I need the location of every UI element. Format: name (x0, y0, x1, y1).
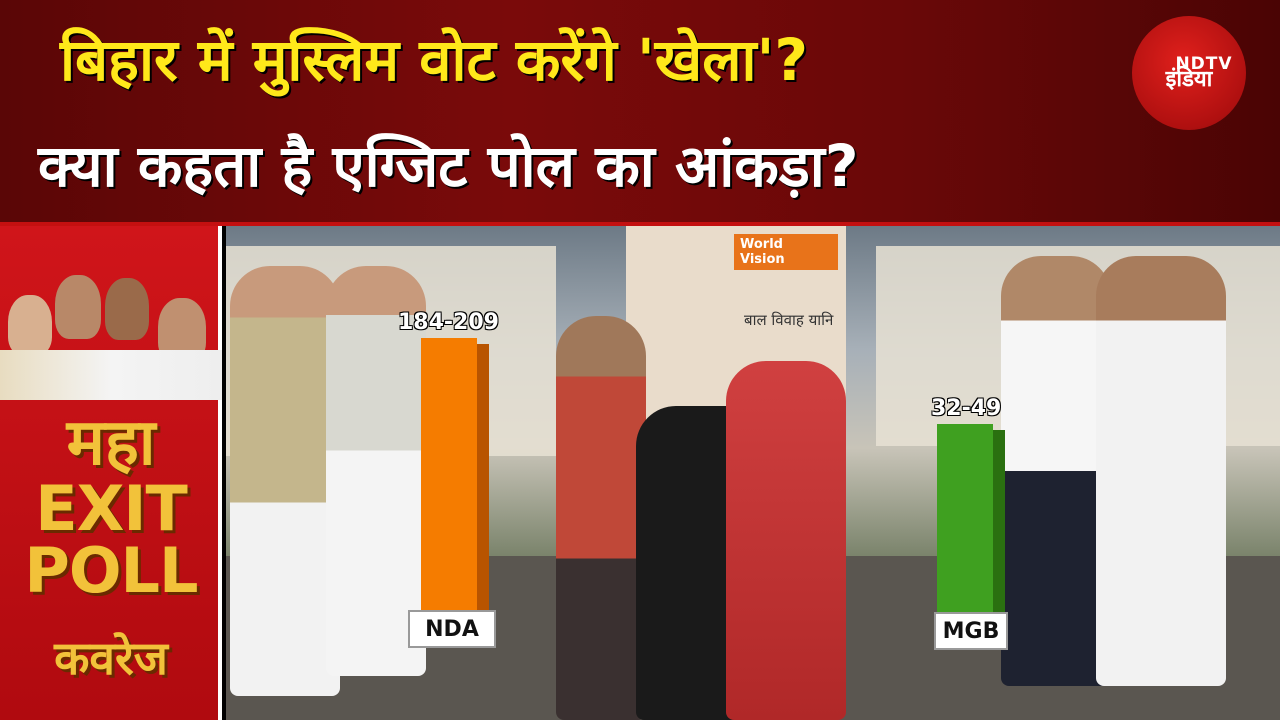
headline-line-1: बिहार में मुस्लिम वोट करेंगे 'खेला'? (60, 26, 808, 94)
headline-banner: बिहार में मुस्लिम वोट करेंगे 'खेला'? क्य… (0, 0, 1280, 226)
nda-value-label: 184-209 (398, 310, 499, 335)
leader-faces (0, 270, 222, 400)
faces-clothing (0, 350, 222, 400)
person-voter-3 (726, 361, 846, 720)
face-3 (105, 278, 149, 340)
mgb-category-label: MGB (934, 612, 1008, 650)
ndtv-india-logo: NDTV इंडिया (1132, 16, 1246, 130)
poll-text: POLL (24, 534, 198, 607)
face-1 (8, 295, 52, 355)
exit-poll-panel: महा EXIT POLL कवरेज (0, 226, 222, 720)
logo-top-text: NDTV (1175, 53, 1233, 74)
nda-category-label: NDA (408, 610, 496, 648)
headline-line-2: क्या कहता है एग्जिट पोल का आंकड़ा? (38, 132, 859, 200)
person-rahul (1001, 256, 1111, 686)
sign-org: World Vision (734, 234, 838, 270)
mgb-value-label: 32-49 (931, 396, 1002, 421)
mgb-bar (937, 424, 1005, 612)
exit-text: EXIT (35, 472, 188, 545)
face-2 (55, 275, 101, 339)
person-voter-1 (556, 316, 646, 720)
background-photo: World Vision बाल विवाह यानि (226, 226, 1280, 720)
mgb-bar-side (993, 430, 1005, 612)
person-modi (230, 266, 340, 696)
coverage-text: कवरेज (54, 631, 168, 685)
sign-text: बाल विवाह यानि (744, 311, 834, 329)
person-tejashwi (1096, 256, 1226, 686)
nda-bar-side (477, 344, 489, 612)
maha-text: महा (66, 406, 156, 480)
nda-bar (421, 338, 489, 612)
person-nitish (326, 266, 426, 676)
logo-bottom-text: इंडिया (1165, 66, 1213, 92)
